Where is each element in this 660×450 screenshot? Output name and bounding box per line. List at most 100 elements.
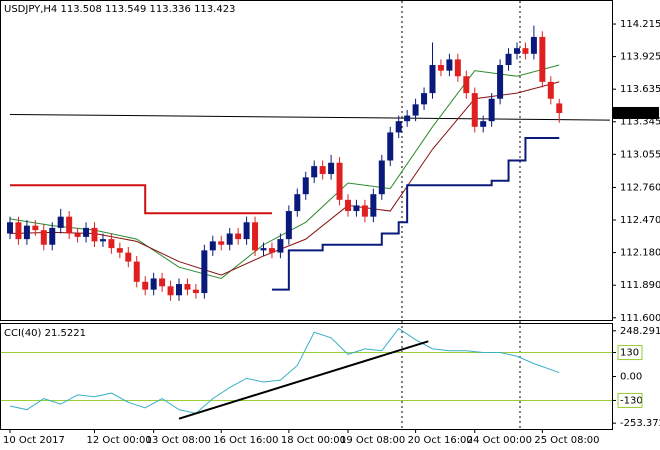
y-tick-label: 113.925 (620, 52, 660, 63)
y-tick-label: 0.00 (620, 372, 642, 383)
candle-body (311, 166, 318, 178)
candle-body (336, 162, 343, 200)
trend-line (178, 340, 429, 420)
candle-body (463, 76, 470, 94)
candle-body (429, 65, 436, 94)
candle-body (226, 233, 233, 245)
candle-body (378, 160, 385, 195)
candle-body (328, 162, 335, 174)
candle-body (49, 227, 56, 245)
y-tick-label: 113.055 (620, 149, 660, 160)
x-tick-label: 12 Oct 00:00 (87, 435, 152, 446)
candle-body (437, 65, 444, 71)
candle-body (99, 239, 106, 242)
candle-body (505, 53, 512, 66)
candle-body (125, 252, 132, 262)
candle-body (184, 284, 191, 290)
y-tick-label: 111.890 (620, 280, 660, 291)
candle-body (454, 59, 461, 77)
candle-body (497, 65, 504, 99)
candle-body (361, 205, 368, 217)
candle-body (15, 222, 22, 240)
candle-body (243, 222, 250, 240)
candle-body (319, 166, 326, 174)
candle-body (514, 48, 520, 54)
y-tick-label: 248.291 (620, 326, 660, 337)
indicator-line (9, 81, 560, 276)
indicator-line (10, 184, 272, 215)
x-tick-label: 18 Oct 00:00 (281, 435, 346, 446)
x-tick-label: 19 Oct 08:00 (340, 435, 405, 446)
candle-body (302, 177, 309, 195)
y-tick-label: -253.372 (620, 418, 660, 429)
candle-body (201, 250, 208, 294)
cci-label: CCI(40) 21.5221 (4, 328, 86, 339)
y-tick-label: 112.470 (620, 215, 660, 226)
x-tick-label: 16 Oct 16:00 (213, 435, 278, 446)
candle-body (116, 248, 123, 253)
candle-body (209, 241, 216, 251)
candle-body (176, 284, 182, 296)
candle-body (150, 278, 157, 290)
y-tick-label: 111.600 (620, 313, 660, 324)
y-tick-label: 112.760 (620, 182, 660, 193)
y-tick-label: 112.180 (620, 248, 660, 259)
level-box (617, 392, 643, 408)
candle-body (218, 241, 225, 245)
candle-body (345, 199, 351, 212)
candle-body (235, 233, 242, 240)
candle-body (387, 132, 394, 161)
x-tick-label: 13 Oct 08:00 (146, 435, 211, 446)
candle-body (91, 227, 98, 242)
x-tick-label: 24 Oct 00:00 (467, 435, 532, 446)
candle-body (83, 227, 90, 237)
cci-panel (0, 323, 613, 430)
candle-body (252, 222, 259, 251)
candle-body (488, 98, 495, 122)
candle-body (7, 222, 13, 234)
last-price-label: 113.423 (618, 108, 659, 119)
chart-title: USDJPY,H4 113.508 113.549 113.336 113.42… (4, 4, 235, 15)
candle-body (412, 104, 419, 116)
candle-body (539, 36, 546, 82)
last-price-box (613, 106, 659, 119)
candle-body (40, 230, 47, 245)
candle-body (404, 115, 411, 122)
candle-body (471, 93, 478, 127)
x-tick-label: 20 Oct 16:00 (408, 435, 473, 446)
candle-body (57, 216, 64, 228)
candle-body (480, 121, 487, 127)
candle-body (395, 121, 402, 133)
y-tick-label: 114.215 (620, 19, 660, 30)
candle-body (66, 216, 73, 234)
candle-body (446, 59, 453, 71)
indicator-line (271, 137, 560, 291)
candle-body (547, 81, 554, 99)
candle-body (268, 248, 275, 253)
candle-body (159, 278, 166, 287)
y-tick-label: 113.345 (620, 117, 660, 128)
x-tick-label: 25 Oct 08:00 (534, 435, 599, 446)
candle-body (133, 261, 140, 282)
candle-body (530, 36, 537, 54)
candle-body (192, 289, 199, 294)
candle-body (370, 194, 377, 217)
candle-body (556, 103, 563, 113)
level-box (617, 345, 643, 361)
candle-body (522, 48, 529, 54)
indicator-line (9, 113, 610, 121)
candle-body (108, 239, 115, 249)
candle-body (74, 233, 81, 237)
y-tick-label: -130 (620, 395, 643, 406)
candle-body (277, 239, 284, 253)
y-tick-label: 130 (620, 348, 639, 359)
candle-body (421, 93, 428, 105)
x-tick-label: 10 Oct 2017 (3, 435, 65, 446)
candle-body (294, 194, 301, 212)
candle-body (32, 225, 39, 231)
candle-body (285, 211, 292, 240)
y-tick-label: 113.635 (620, 84, 660, 95)
candle-body (353, 205, 360, 212)
cci-line (9, 327, 560, 414)
